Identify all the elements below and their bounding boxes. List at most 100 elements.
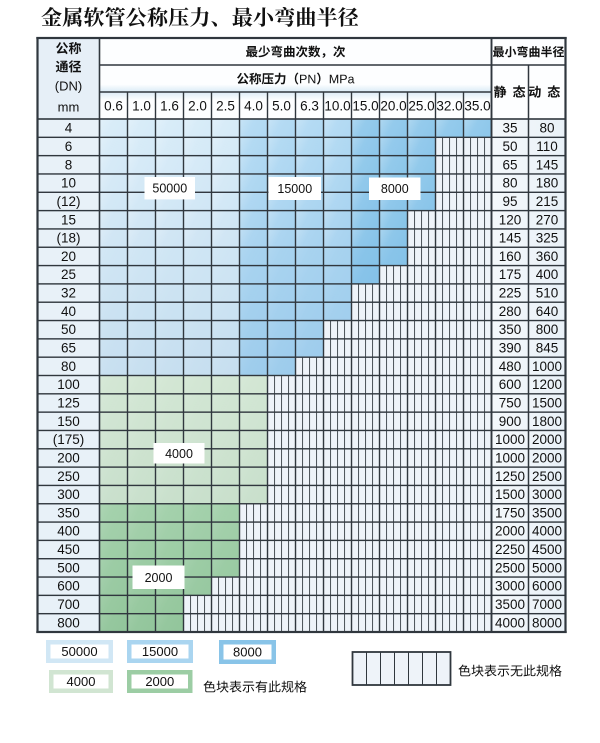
svg-text:35.0: 35.0 [464,98,490,113]
svg-text:1500: 1500 [495,487,525,502]
svg-text:20.0: 20.0 [380,98,406,113]
svg-text:2.5: 2.5 [216,98,235,113]
svg-text:4000: 4000 [532,524,562,539]
svg-text:1000: 1000 [495,450,525,465]
svg-text:500: 500 [57,560,80,575]
svg-text:(DN): (DN) [55,79,82,94]
svg-text:1.6: 1.6 [160,98,179,113]
svg-text:0.6: 0.6 [104,98,123,113]
svg-text:900: 900 [499,414,522,429]
svg-text:640: 640 [536,304,559,319]
svg-text:15: 15 [61,212,76,227]
svg-text:400: 400 [57,524,80,539]
svg-text:390: 390 [499,341,522,356]
svg-text:50: 50 [61,322,76,337]
svg-text:350: 350 [499,322,522,337]
svg-text:32.0: 32.0 [436,98,462,113]
svg-text:200: 200 [57,450,80,465]
svg-text:800: 800 [536,322,559,337]
svg-text:600: 600 [499,377,522,392]
svg-text:3000: 3000 [495,579,525,594]
svg-text:5.0: 5.0 [272,98,291,113]
svg-text:32: 32 [61,286,76,301]
svg-text:160: 160 [499,249,522,264]
svg-text:15000: 15000 [142,644,178,659]
svg-text:325: 325 [536,231,559,246]
svg-text:4000: 4000 [67,674,96,689]
svg-text:35: 35 [502,121,517,136]
svg-text:125: 125 [57,396,80,411]
svg-text:4000: 4000 [165,447,193,461]
svg-text:mm: mm [58,100,80,115]
svg-text:2250: 2250 [495,542,525,557]
svg-text:6: 6 [65,139,73,154]
svg-text:180: 180 [536,176,559,191]
svg-text:175: 175 [499,267,522,282]
svg-text:480: 480 [499,359,522,374]
svg-text:6.3: 6.3 [300,98,319,113]
svg-text:(175): (175) [53,432,85,447]
svg-text:50: 50 [502,139,517,154]
svg-text:145: 145 [536,157,559,172]
svg-text:1200: 1200 [532,377,562,392]
svg-text:110: 110 [536,139,558,154]
svg-text:145: 145 [499,231,522,246]
svg-text:2000: 2000 [145,674,174,689]
svg-text:1500: 1500 [532,396,562,411]
svg-text:7000: 7000 [532,597,562,612]
svg-text:700: 700 [57,597,80,612]
svg-text:50000: 50000 [152,182,187,196]
svg-text:80: 80 [61,359,76,374]
svg-text:1800: 1800 [532,414,562,429]
svg-text:8000: 8000 [532,615,562,630]
svg-text:5000: 5000 [532,560,562,575]
svg-text:15000: 15000 [277,182,312,196]
svg-text:80: 80 [502,176,517,191]
svg-text:250: 250 [57,469,80,484]
svg-text:280: 280 [499,304,522,319]
svg-text:8000: 8000 [233,645,262,660]
svg-text:6000: 6000 [532,579,562,594]
svg-text:2000: 2000 [532,432,562,447]
svg-text:25.0: 25.0 [408,98,434,113]
svg-text:8: 8 [65,157,73,172]
svg-text:95: 95 [502,194,517,209]
svg-text:1000: 1000 [495,432,525,447]
svg-text:300: 300 [57,487,80,502]
svg-text:225: 225 [499,286,522,301]
svg-text:80: 80 [539,121,554,136]
svg-text:2000: 2000 [145,571,173,585]
svg-text:1750: 1750 [495,505,525,520]
svg-text:600: 600 [57,579,80,594]
svg-text:2500: 2500 [532,469,562,484]
svg-text:120: 120 [499,212,522,227]
svg-text:510: 510 [536,286,559,301]
svg-text:25: 25 [61,267,76,282]
svg-text:3000: 3000 [532,487,562,502]
svg-text:100: 100 [57,377,80,392]
svg-text:40: 40 [61,304,76,319]
svg-text:2500: 2500 [495,560,525,575]
svg-text:(18): (18) [56,231,80,246]
svg-text:15.0: 15.0 [352,98,378,113]
svg-text:(12): (12) [56,194,80,209]
svg-text:4.0: 4.0 [244,98,263,113]
svg-text:400: 400 [536,267,559,282]
svg-text:800: 800 [57,615,80,630]
svg-text:65: 65 [61,341,76,356]
svg-text:3500: 3500 [495,597,525,612]
svg-text:360: 360 [536,249,559,264]
svg-text:20: 20 [61,249,76,264]
svg-text:10.0: 10.0 [324,98,350,113]
svg-text:3500: 3500 [532,505,562,520]
svg-text:1.0: 1.0 [132,98,151,113]
svg-text:450: 450 [57,542,80,557]
svg-text:2.0: 2.0 [188,98,207,113]
svg-text:8000: 8000 [381,182,409,196]
svg-text:750: 750 [499,396,522,411]
svg-text:2000: 2000 [532,450,562,465]
svg-text:215: 215 [536,194,559,209]
svg-text:150: 150 [57,414,80,429]
svg-text:4500: 4500 [532,542,562,557]
svg-text:270: 270 [536,212,559,227]
